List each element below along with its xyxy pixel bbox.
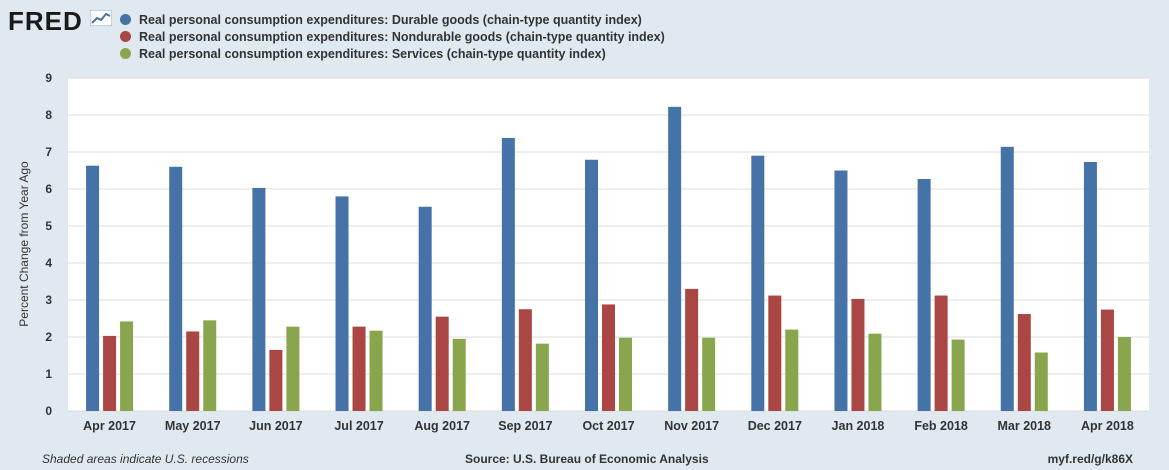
legend-marker-nondurable xyxy=(120,31,131,42)
bar-series-2-10[interactable] xyxy=(951,339,965,411)
bar-series-0-11[interactable] xyxy=(1000,146,1014,411)
y-axis-label: Percent Change from Year Ago xyxy=(17,161,31,327)
x-tick-label: Jul 2017 xyxy=(334,419,383,433)
y-tick-label: 9 xyxy=(45,71,52,85)
x-tick-label: May 2017 xyxy=(165,419,221,433)
recession-note: Shaded areas indicate U.S. recessions xyxy=(42,452,249,466)
y-tick-label: 5 xyxy=(45,219,52,233)
short-link[interactable]: myf.red/g/k86X xyxy=(1047,452,1133,466)
y-tick-label: 7 xyxy=(45,145,52,159)
bar-series-0-2[interactable] xyxy=(252,187,266,411)
bar-series-1-2[interactable] xyxy=(269,349,283,411)
x-tick-label: Dec 2017 xyxy=(748,419,802,433)
bar-series-0-5[interactable] xyxy=(501,137,515,411)
bar-series-0-8[interactable] xyxy=(751,155,765,411)
bar-series-0-9[interactable] xyxy=(834,170,848,412)
legend-marker-durable xyxy=(120,14,131,25)
bar-series-2-12[interactable] xyxy=(1117,337,1131,411)
legend-item-services[interactable]: Real personal consumption expenditures: … xyxy=(120,45,665,62)
y-tick-label: 3 xyxy=(45,293,52,307)
y-tick-label: 1 xyxy=(45,367,52,381)
legend-label-durable: Real personal consumption expenditures: … xyxy=(139,12,642,27)
legend-label-nondurable: Real personal consumption expenditures: … xyxy=(139,29,665,44)
bar-series-1-3[interactable] xyxy=(352,326,366,411)
line-chart-icon xyxy=(90,10,112,26)
bar-series-2-4[interactable] xyxy=(452,338,466,411)
x-tick-label: Jan 2018 xyxy=(832,419,885,433)
bar-series-2-3[interactable] xyxy=(369,330,383,411)
legend-marker-services xyxy=(120,48,131,59)
bar-series-1-12[interactable] xyxy=(1100,309,1114,411)
x-tick-label: Aug 2017 xyxy=(414,419,470,433)
y-tick-label: 6 xyxy=(45,182,52,196)
y-tick-label: 8 xyxy=(45,108,52,122)
bar-series-2-0[interactable] xyxy=(120,321,134,411)
x-tick-label: Apr 2017 xyxy=(83,419,136,433)
bar-series-2-9[interactable] xyxy=(868,333,882,411)
bar-series-1-7[interactable] xyxy=(685,288,699,411)
y-tick-label: 0 xyxy=(45,404,52,418)
legend-item-durable[interactable]: Real personal consumption expenditures: … xyxy=(120,11,665,28)
bar-series-2-6[interactable] xyxy=(619,337,632,411)
bar-series-2-1[interactable] xyxy=(203,320,217,411)
x-tick-label: Sep 2017 xyxy=(498,419,552,433)
bar-series-2-5[interactable] xyxy=(535,343,549,411)
bar-series-1-6[interactable] xyxy=(602,304,615,411)
bar-series-0-4[interactable] xyxy=(418,206,432,411)
y-tick-label: 4 xyxy=(45,256,52,270)
bar-series-1-10[interactable] xyxy=(934,295,948,411)
bar-series-1-1[interactable] xyxy=(186,331,200,411)
bar-series-2-11[interactable] xyxy=(1034,352,1048,411)
x-tick-label: Nov 2017 xyxy=(664,419,719,433)
legend-label-services: Real personal consumption expenditures: … xyxy=(139,46,606,61)
fred-logo[interactable]: FRED xyxy=(8,6,83,36)
bar-series-1-8[interactable] xyxy=(768,295,782,411)
x-tick-label: Oct 2017 xyxy=(582,419,634,433)
bar-series-1-9[interactable] xyxy=(851,298,865,411)
legend-item-nondurable[interactable]: Real personal consumption expenditures: … xyxy=(120,28,665,45)
bar-series-2-8[interactable] xyxy=(785,329,799,411)
bar-series-0-10[interactable] xyxy=(917,179,931,411)
y-tick-label: 2 xyxy=(45,330,52,344)
x-tick-label: Mar 2018 xyxy=(998,419,1052,433)
bar-series-1-4[interactable] xyxy=(435,316,449,411)
bar-series-0-12[interactable] xyxy=(1083,161,1097,411)
bar-series-1-11[interactable] xyxy=(1017,314,1031,411)
x-tick-label: Jun 2017 xyxy=(249,419,303,433)
bar-series-0-6[interactable] xyxy=(585,159,598,411)
bar-series-0-3[interactable] xyxy=(335,196,349,411)
bar-series-2-7[interactable] xyxy=(702,337,716,411)
x-tick-label: Apr 2018 xyxy=(1081,419,1134,433)
x-tick-label: Feb 2018 xyxy=(914,419,968,433)
source-note: Source: U.S. Bureau of Economic Analysis xyxy=(465,452,709,466)
bar-series-2-2[interactable] xyxy=(286,326,300,411)
bar-series-0-1[interactable] xyxy=(169,166,183,411)
bar-series-0-7[interactable] xyxy=(668,106,682,412)
chart-legend: Real personal consumption expenditures: … xyxy=(120,11,665,62)
bar-series-0-0[interactable] xyxy=(86,165,100,411)
bar-series-1-5[interactable] xyxy=(518,309,532,411)
bar-series-1-0[interactable] xyxy=(103,335,117,411)
